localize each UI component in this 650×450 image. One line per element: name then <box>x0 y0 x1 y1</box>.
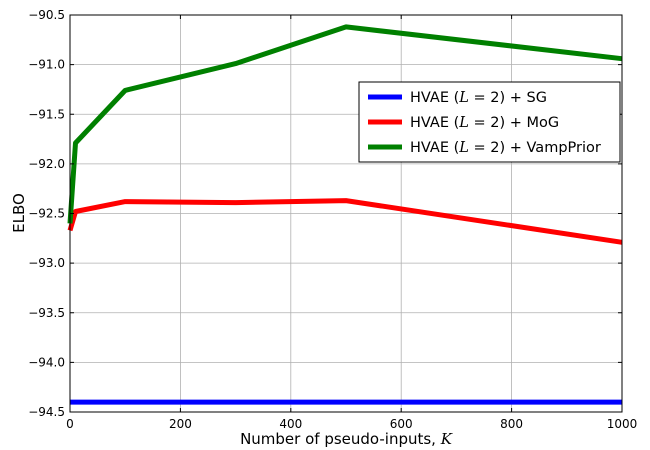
series-line-2 <box>67 24 623 224</box>
y-axis: −94.5 −94.0 −93.5 −93.0 −92.5 −92.0 −91.5 −91.0… <box>28 8 622 419</box>
y-tick-label: −92.5 <box>28 207 65 221</box>
y-tick-label: −94.0 <box>28 355 65 369</box>
y-tick-label: −92.0 <box>28 157 65 171</box>
x-tick-label: 600 <box>390 417 413 431</box>
y-tick-label: −94.5 <box>28 405 65 419</box>
x-tick-label: 800 <box>500 417 523 431</box>
y-tick-label: −90.5 <box>28 8 65 22</box>
y-tick-label: −91.0 <box>28 58 65 72</box>
legend-box <box>358 81 621 163</box>
legend-label-1: HVAE (L = 2) + MoG <box>410 115 559 131</box>
x-tick-label: 1000 <box>607 417 638 431</box>
legend-label-0: HVAE (L = 2) + SG <box>410 90 547 106</box>
y-tick-label: −93.0 <box>28 256 65 270</box>
legend-label-2: HVAE (L = 2) + VampPrior <box>410 140 601 156</box>
legend: HVAE (L = 2) + SG HVAE (L = 2) + MoG HVAE … <box>358 81 621 163</box>
y-axis-label: ELBO <box>10 193 28 233</box>
y-tick-label: −93.5 <box>28 306 65 320</box>
x-axis: 0 200 400 600 800 1000 <box>66 15 637 431</box>
x-tick-label: 200 <box>169 417 192 431</box>
x-tick-label: 0 <box>66 417 74 431</box>
series-line-1 <box>67 198 623 245</box>
x-tick-label: 400 <box>279 417 302 431</box>
y-tick-label: −91.5 <box>28 107 65 121</box>
series-lines <box>67 24 623 405</box>
x-axis-label: Number of pseudo-inputs, K <box>240 430 453 448</box>
